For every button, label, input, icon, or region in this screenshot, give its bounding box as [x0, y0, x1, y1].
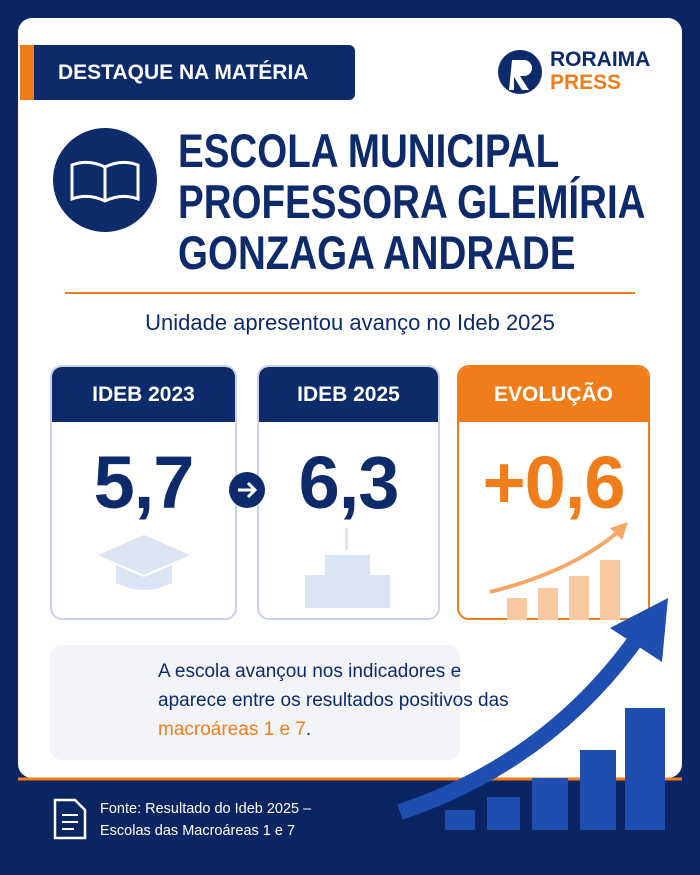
stat-label: IDEB 2023 [52, 367, 235, 422]
title-line: GONZAGA ANDRADE [178, 226, 576, 279]
source: Fonte: Resultado do Ideb 2025 – Escolas … [100, 798, 311, 842]
stat-label: IDEB 2025 [259, 367, 438, 422]
stat-card: EVOLUÇÃO +0,6 [457, 365, 650, 620]
title: ESCOLA MUNICIPAL PROFESSORA GLEMÍRIA GON… [178, 125, 646, 278]
title-line: ESCOLA MUNICIPAL [178, 124, 560, 177]
stat-value: 6,3 [298, 441, 400, 524]
note-text: A escola avançou nos indicadores e apare… [158, 661, 509, 711]
note: A escola avançou nos indicadores e apare… [158, 657, 523, 744]
badge: DESTAQUE NA MATÉRIA [20, 45, 355, 100]
stat-value: +0,6 [482, 441, 625, 524]
note-text: . [305, 719, 312, 740]
source-line: Escolas das Macroáreas 1 e 7 [100, 823, 296, 839]
rule [65, 292, 635, 294]
subtitle: Unidade apresentou avanço no Ideb 2025 [145, 310, 555, 335]
note-box [50, 645, 460, 760]
stat-card: IDEB 2023 5,7 [50, 365, 237, 620]
note-highlight: macroáreas 1 e 7 [158, 719, 306, 740]
source-line: Fonte: Resultado do Ideb 2025 – [100, 801, 312, 817]
title-line: PROFESSORA GLEMÍRIA [178, 175, 646, 228]
stat-value: 5,7 [93, 441, 195, 524]
brand-line: PRESS [550, 71, 622, 94]
brand-line: RORAIMA [550, 48, 651, 71]
stat-label: EVOLUÇÃO [459, 367, 648, 422]
brand: RORAIMA PRESS [550, 48, 650, 94]
